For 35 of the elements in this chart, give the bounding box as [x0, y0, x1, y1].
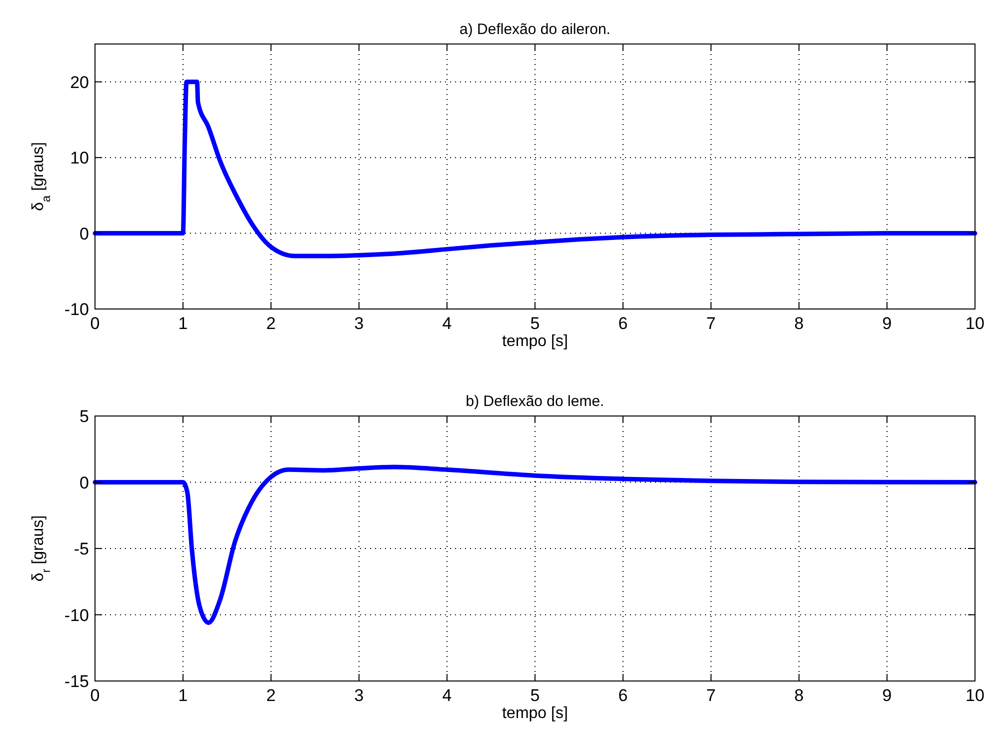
x-tick-label: 9	[882, 314, 892, 333]
y-tick-label: -10	[64, 300, 89, 319]
x-tick-label: 8	[794, 314, 804, 333]
x-tick-label: 7	[706, 686, 716, 705]
x-tick-label: 10	[966, 686, 984, 705]
x-tick-label: 2	[266, 686, 276, 705]
x-tick-label: 10	[966, 314, 984, 333]
x-tick-label: 6	[618, 686, 628, 705]
x-tick-label: 7	[706, 314, 716, 333]
x-tick-label: 3	[354, 314, 364, 333]
y-tick-label: -10	[64, 606, 89, 625]
x-axis-title: tempo [s]	[502, 705, 568, 722]
x-tick-label: 1	[178, 314, 188, 333]
x-tick-label: 4	[442, 686, 452, 705]
chart-title: b) Deflexão do leme.	[466, 393, 604, 410]
y-tick-label: -15	[64, 672, 89, 691]
line-series	[92, 464, 978, 625]
x-tick-label: 1	[178, 686, 188, 705]
y-tick-label: 0	[80, 473, 89, 492]
x-tick-label: 2	[266, 314, 276, 333]
x-tick-label: 4	[442, 314, 452, 333]
chart-title: a) Deflexão do aileron.	[460, 21, 610, 38]
x-axis-title: tempo [s]	[502, 333, 568, 350]
y-tick-label: 0	[80, 224, 89, 244]
y-tick-label: 20	[70, 72, 89, 92]
x-tick-label: 6	[618, 314, 628, 333]
y-tick-label: 5	[80, 407, 89, 426]
x-tick-label: 5	[530, 686, 540, 705]
x-tick-label: 5	[530, 314, 540, 333]
y-tick-label: 10	[70, 148, 89, 168]
x-tick-label: 8	[794, 686, 804, 705]
x-tick-label: 3	[354, 686, 364, 705]
y-tick-label: -5	[74, 540, 89, 558]
line-series	[92, 80, 978, 258]
x-tick-label: 9	[882, 686, 892, 705]
